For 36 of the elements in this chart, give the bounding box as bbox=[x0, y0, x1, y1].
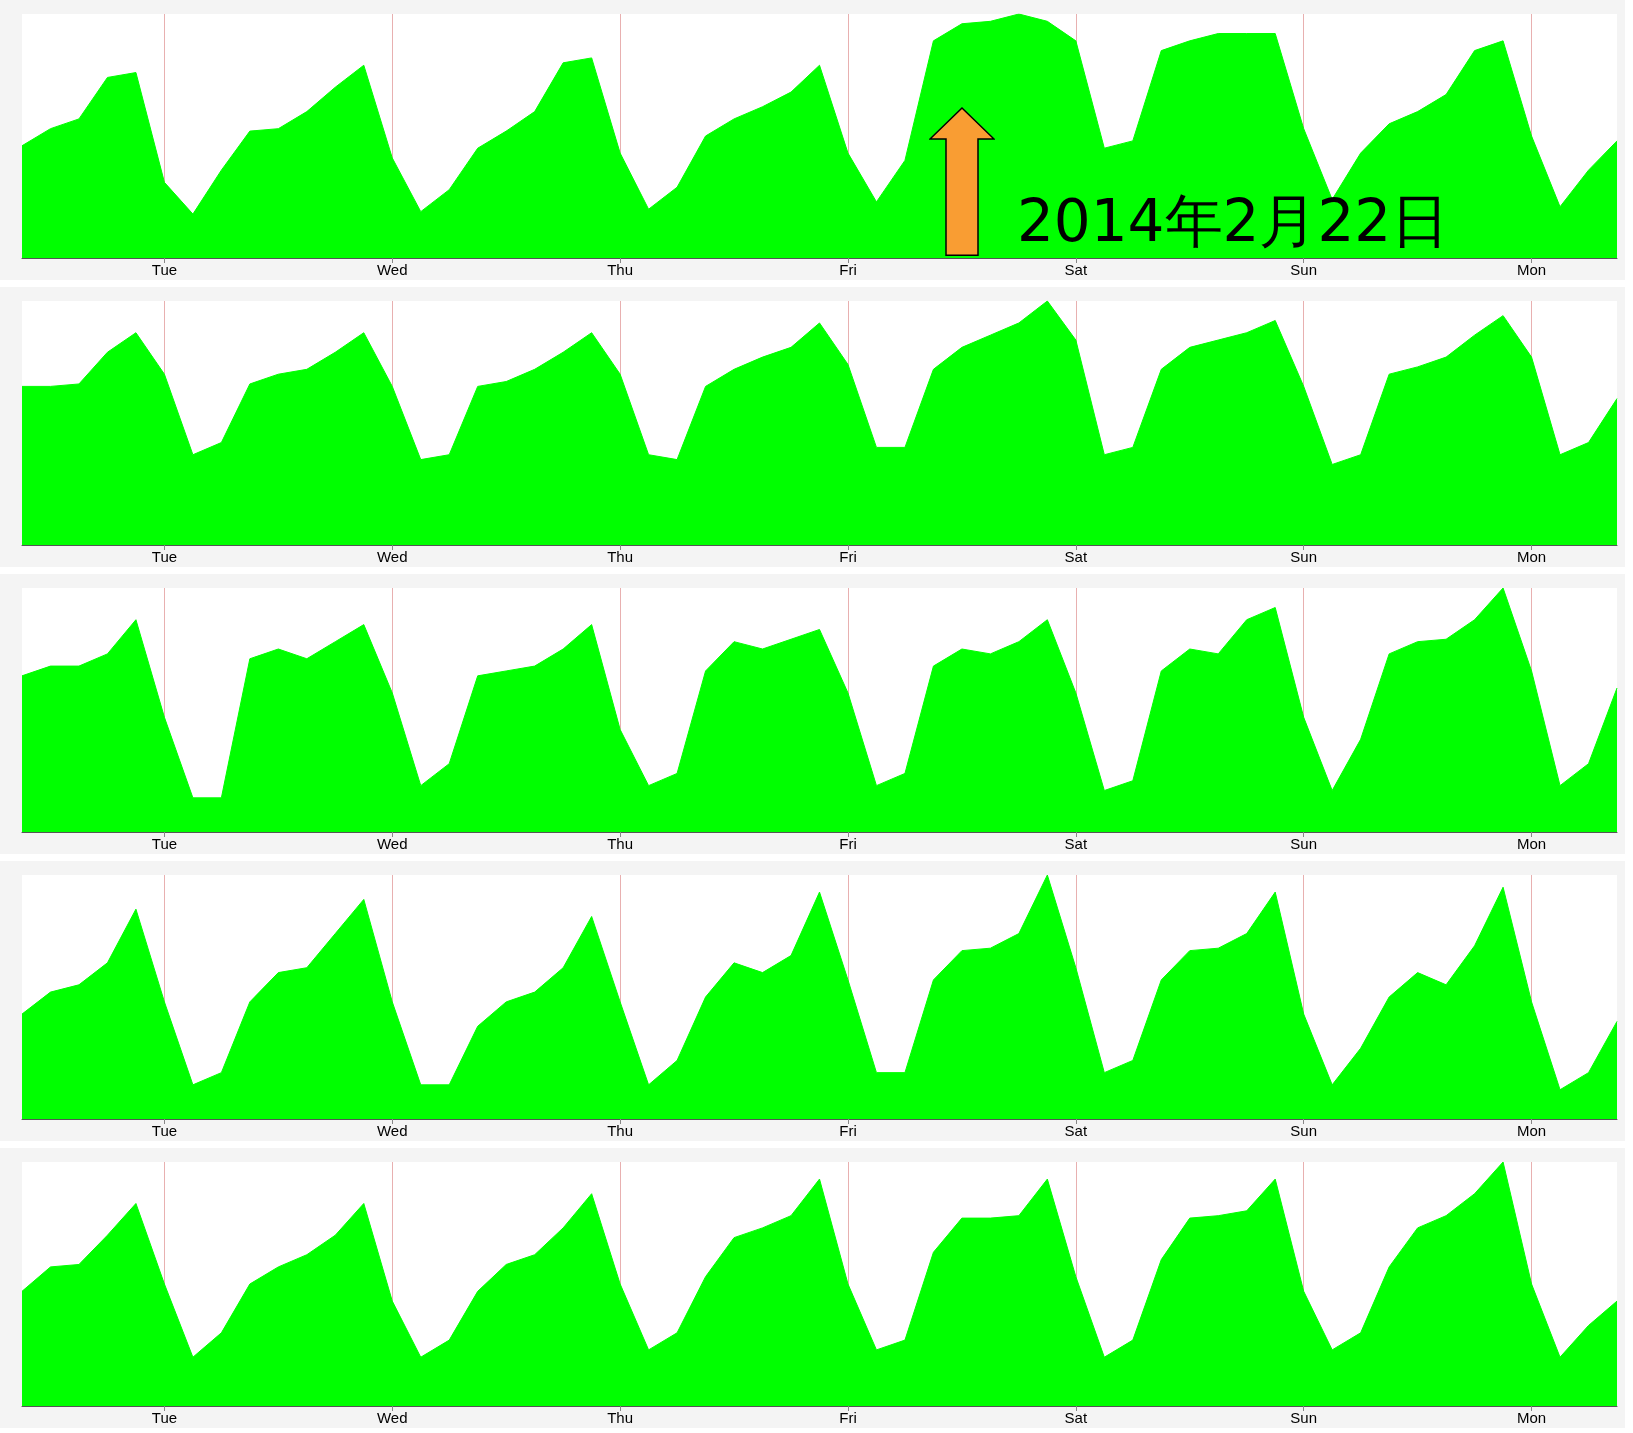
x-tick-label: Sat bbox=[1064, 1409, 1088, 1426]
x-tick-label: Sun bbox=[1290, 548, 1318, 565]
x-tick-label: Thu bbox=[607, 835, 634, 852]
x-tick-label: Thu bbox=[607, 1122, 634, 1139]
x-tick-label: Tue bbox=[151, 1409, 178, 1426]
x-tick-label: Mon bbox=[1516, 548, 1547, 565]
x-tick-label: Fri bbox=[839, 1409, 857, 1426]
x-tick-label: Tue bbox=[151, 1122, 178, 1139]
x-tick-label: Sun bbox=[1290, 835, 1318, 852]
x-tick-label: Sun bbox=[1290, 261, 1318, 278]
x-tick-label: Fri bbox=[839, 261, 857, 278]
x-tick-label: Thu bbox=[607, 261, 634, 278]
x-tick-label: Sun bbox=[1290, 1122, 1318, 1139]
x-tick-label: Sat bbox=[1064, 835, 1088, 852]
x-tick-label: Sun bbox=[1290, 1409, 1318, 1426]
x-tick-label: Wed bbox=[376, 1122, 408, 1139]
x-tick-label: Mon bbox=[1516, 1122, 1547, 1139]
x-tick-label: Fri bbox=[839, 1122, 857, 1139]
x-tick-label: Wed bbox=[376, 261, 408, 278]
x-tick-label: Mon bbox=[1516, 835, 1547, 852]
x-tick-label: Fri bbox=[839, 835, 857, 852]
x-tick-label: Mon bbox=[1516, 261, 1547, 278]
x-tick-label: Wed bbox=[376, 835, 408, 852]
x-tick-label: Fri bbox=[839, 548, 857, 565]
x-tick-label: Thu bbox=[607, 1409, 634, 1426]
x-tick-label: Tue bbox=[151, 835, 178, 852]
x-tick-label: Wed bbox=[376, 548, 408, 565]
x-tick-label: Thu bbox=[607, 548, 634, 565]
x-tick-label: Mon bbox=[1516, 1409, 1547, 1426]
x-tick-label: Wed bbox=[376, 1409, 408, 1426]
x-tick-label: Tue bbox=[151, 548, 178, 565]
annotation: 2014年2月22日 bbox=[1016, 187, 1450, 255]
x-tick-label: Sat bbox=[1064, 261, 1088, 278]
x-tick-label: Sat bbox=[1064, 548, 1088, 565]
x-tick-label: Sat bbox=[1064, 1122, 1088, 1139]
x-tick-label: Tue bbox=[151, 261, 178, 278]
